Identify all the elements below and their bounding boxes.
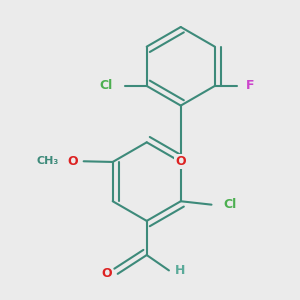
Text: Cl: Cl [224,198,237,211]
Text: CH₃: CH₃ [37,156,59,166]
Text: F: F [246,80,254,92]
Text: O: O [101,267,112,280]
Text: O: O [176,155,186,169]
Text: Cl: Cl [99,80,112,92]
Text: O: O [68,155,78,168]
Text: H: H [175,264,185,277]
